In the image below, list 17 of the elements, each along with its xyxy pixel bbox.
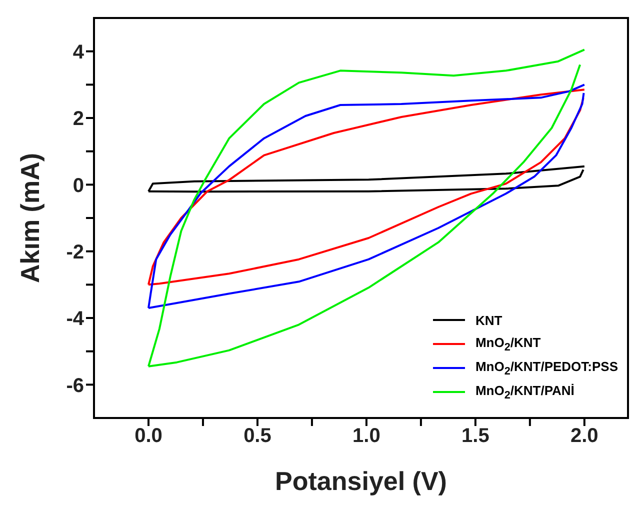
legend-label: MnO$_{2}$/KNT/PANİ <box>475 382 574 402</box>
x-tick-label: 0.0 <box>134 425 162 448</box>
y-tick-label: 4 <box>72 41 85 64</box>
y-tick-label: 0 <box>72 174 84 197</box>
legend-label: MnO$_{2}$/KNT/PEDOT:PSS <box>475 358 618 378</box>
x-axis-title: Potansiyel (V) <box>275 466 447 496</box>
y-tick-label: -4 <box>66 308 85 330</box>
x-tick-label: 1.0 <box>352 425 380 448</box>
legend-label: KNT <box>475 312 502 328</box>
y-tick-label: -2 <box>66 241 84 264</box>
x-tick-label: 2.0 <box>570 425 598 448</box>
y-tick-label: 2 <box>72 108 84 130</box>
x-tick-label: 0.5 <box>244 425 272 448</box>
x-tick-label: 1.5 <box>462 425 490 448</box>
y-tick-label: -6 <box>66 374 84 397</box>
legend-label: MnO$_{2}$/KNT <box>475 334 541 354</box>
y-axis-title: Akım (mA) <box>15 152 45 284</box>
